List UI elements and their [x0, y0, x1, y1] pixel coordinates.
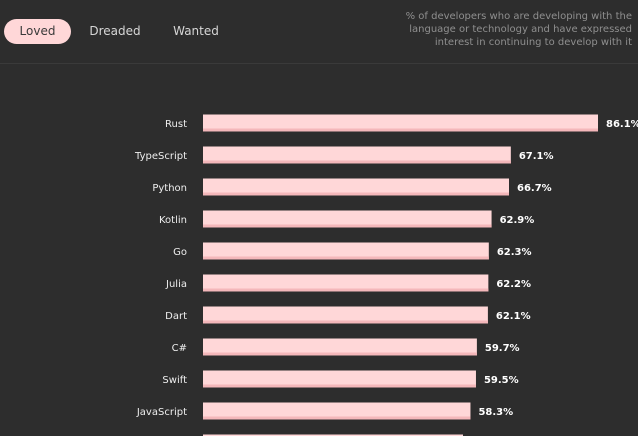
tab-loved[interactable]: Loved [4, 19, 71, 44]
bar-shadow [203, 384, 476, 388]
category-label: C# [172, 343, 187, 354]
tab-wanted[interactable]: Wanted [173, 24, 219, 38]
bar-shadow [203, 224, 492, 228]
bar[interactable] [203, 274, 489, 292]
bar-shadow [203, 416, 471, 420]
bar-partial [203, 434, 463, 436]
value-label: 59.5% [484, 375, 519, 386]
bar-shadow [203, 256, 489, 260]
value-label: 62.3% [497, 247, 532, 258]
chart-header: Loved Dreaded Wanted % of developers who… [0, 0, 638, 64]
bar-shadow [203, 288, 489, 292]
bar-shadow [203, 128, 598, 132]
value-label: 86.1% [606, 119, 638, 130]
category-label: Swift [162, 375, 187, 386]
bar-shadow [203, 320, 488, 324]
bar[interactable] [203, 114, 598, 132]
bar-shadow [203, 192, 509, 196]
bar-shadow [203, 160, 511, 164]
bar[interactable] [203, 338, 477, 356]
category-label: TypeScript [134, 151, 187, 162]
category-label: JavaScript [136, 407, 187, 418]
bar[interactable] [203, 402, 471, 420]
bar-chart: Rust 86.1% TypeScript 67.1% Python 66.7% Kotli… [0, 64, 638, 436]
value-label: 58.3% [478, 407, 513, 418]
value-label: 59.7% [485, 343, 520, 354]
category-label: Julia [165, 279, 187, 290]
value-label: 66.7% [517, 183, 552, 194]
bar[interactable] [203, 146, 511, 164]
category-label: Dart [165, 311, 187, 322]
bar-shadow [203, 352, 477, 356]
category-label: Kotlin [159, 215, 187, 226]
value-label: 62.1% [496, 311, 531, 322]
bar[interactable] [203, 242, 489, 260]
category-label: Go [173, 247, 187, 258]
category-label: Rust [165, 119, 187, 130]
bar[interactable] [203, 306, 488, 324]
bar-chart-svg: Rust 86.1% TypeScript 67.1% Python 66.7% Kotli… [134, 114, 638, 436]
chart-description: % of developers who are developing with … [405, 11, 632, 48]
value-label: 62.2% [496, 279, 531, 290]
bar[interactable] [203, 178, 509, 196]
bar[interactable] [203, 210, 492, 228]
bar[interactable] [203, 370, 476, 388]
value-label: 62.9% [500, 215, 535, 226]
tab-dreaded[interactable]: Dreaded [89, 24, 141, 38]
category-label: Python [152, 183, 187, 194]
value-label: 67.1% [519, 151, 554, 162]
